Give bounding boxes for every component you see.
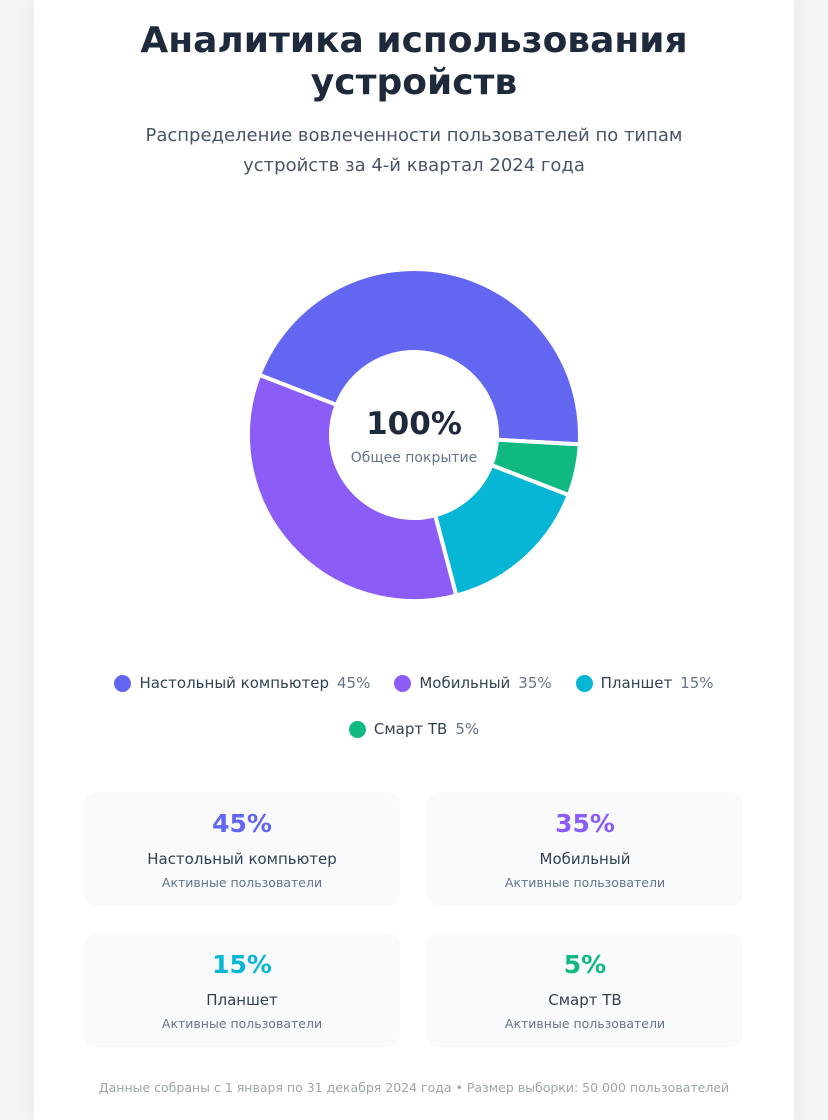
stat-card-smart-tv: 5% Смарт ТВ Активные пользователи (427, 933, 743, 1047)
legend-dot-mobile (394, 674, 412, 692)
center-value: 100% (366, 406, 462, 442)
legend-value: 35% (518, 674, 552, 692)
donut-slice-mobile[interactable] (246, 372, 459, 603)
legend-value: 15% (680, 674, 714, 692)
stat-caption: Активные пользователи (504, 1016, 666, 1031)
stat-label: Планшет (206, 991, 278, 1009)
legend-item-mobile[interactable]: Мобильный 35% (394, 674, 552, 692)
stat-label: Настольный компьютер (147, 850, 337, 868)
legend-row-1: Настольный компьютер 45% Мобильный 35% П… (34, 674, 794, 692)
content-card: Аналитика использования устройств Распре… (34, 0, 794, 1120)
legend-row-2: Смарт ТВ 5% (34, 720, 794, 738)
page-subtitle: Распределение вовлеченности пользователе… (145, 125, 683, 176)
stat-caption: Активные пользователи (504, 875, 666, 890)
center-label: Общее покрытие (351, 450, 478, 466)
legend-dot-tablet (575, 674, 593, 692)
legend-item-tablet[interactable]: Планшет 15% (575, 674, 714, 692)
donut-slice-desktop[interactable] (257, 267, 582, 447)
legend-dot-desktop (114, 674, 132, 692)
legend-dot-smart-tv (348, 720, 366, 738)
legend-label: Мобильный (419, 674, 511, 692)
stat-value: 45% (212, 809, 272, 838)
stat-card-tablet: 15% Планшет Активные пользователи (84, 933, 400, 1047)
legend-item-desktop[interactable]: Настольный компьютер 45% (114, 674, 370, 692)
footer-note: Данные собраны с 1 января по 31 декабря … (98, 1080, 730, 1095)
legend-label: Смарт ТВ (373, 720, 448, 738)
legend-value: 45% (337, 674, 371, 692)
stat-value: 35% (555, 809, 615, 838)
stat-label: Смарт ТВ (548, 991, 622, 1009)
stat-value: 5% (563, 950, 607, 979)
legend-label: Планшет (600, 674, 673, 692)
stat-label: Мобильный (539, 850, 631, 868)
stat-value: 15% (212, 950, 272, 979)
page-title: Аналитика использования устройств (140, 20, 688, 103)
stat-caption: Активные пользователи (161, 1016, 323, 1031)
stat-card-mobile: 35% Мобильный Активные пользователи (427, 792, 743, 906)
legend-item-smart-tv[interactable]: Смарт ТВ 5% (348, 720, 480, 738)
stat-caption: Активные пользователи (161, 875, 323, 890)
stat-card-desktop: 45% Настольный компьютер Активные пользо… (84, 792, 400, 906)
legend-label: Настольный компьютер (139, 674, 329, 692)
donut-chart: 100% Общее покрытие (246, 267, 582, 603)
legend-value: 5% (455, 720, 480, 738)
